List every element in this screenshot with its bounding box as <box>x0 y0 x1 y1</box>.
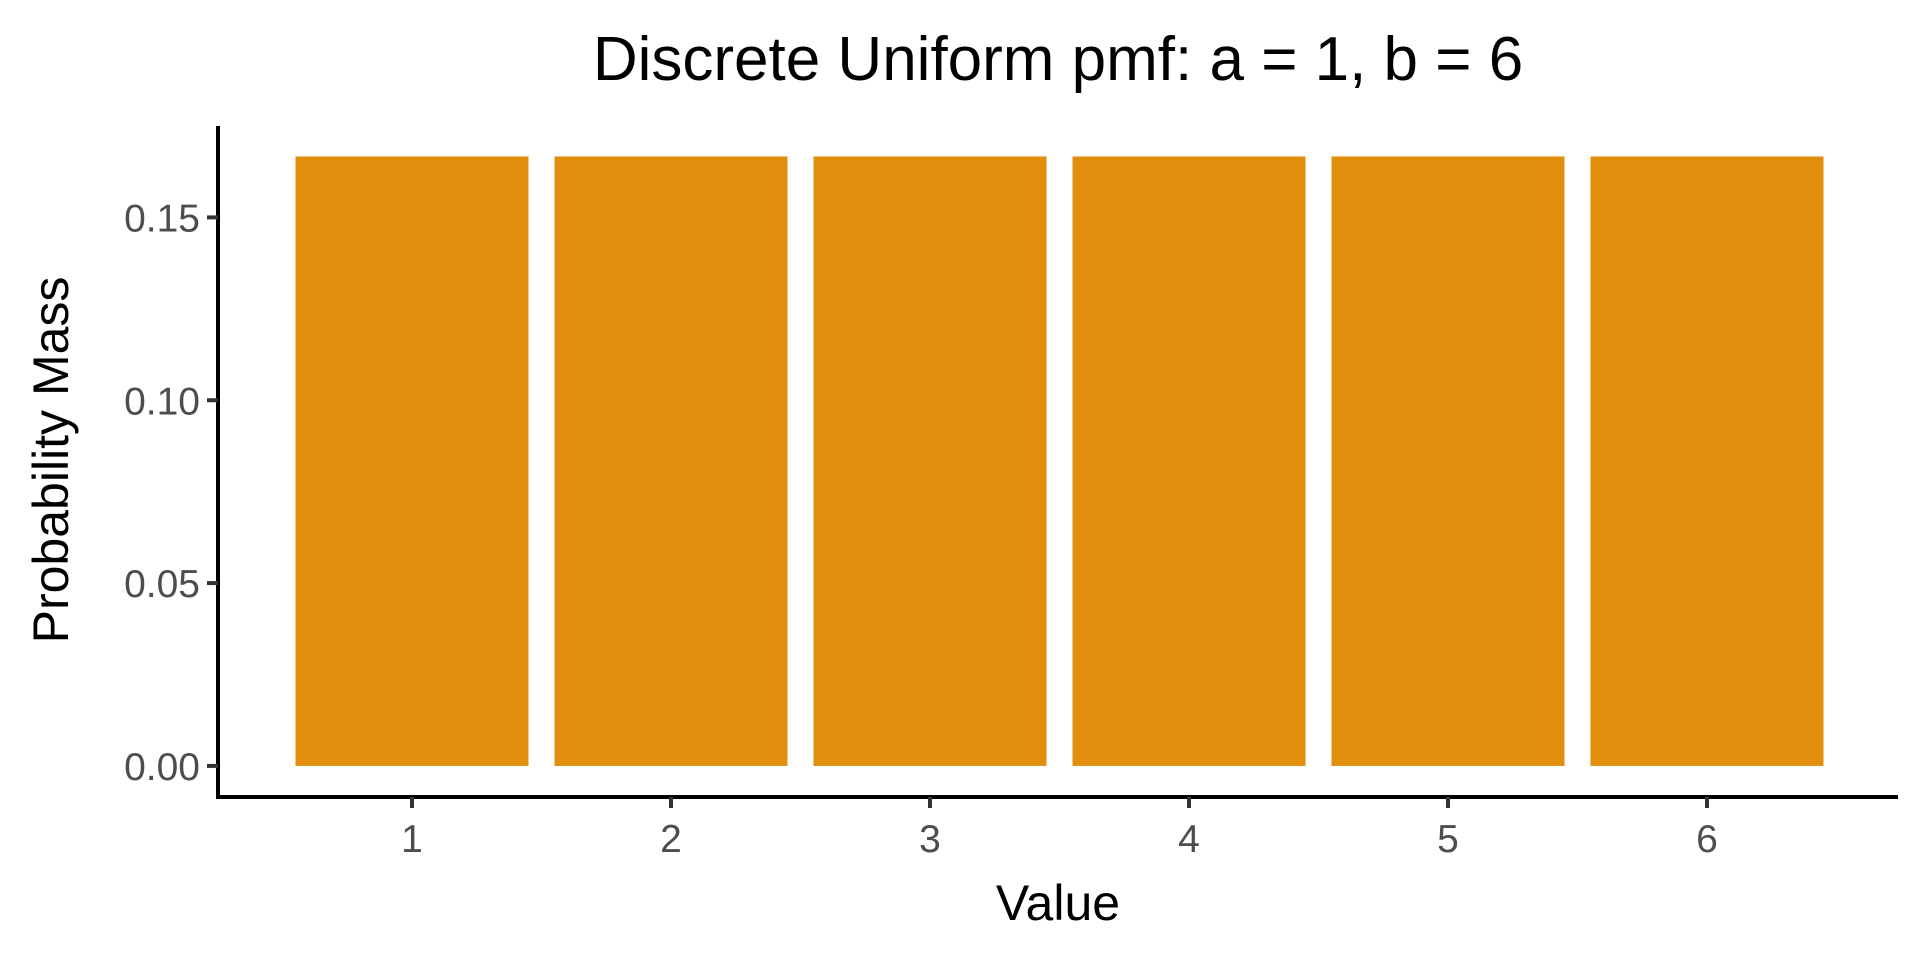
x-tick-label: 2 <box>660 818 682 861</box>
x-tick-label: 5 <box>1437 818 1459 861</box>
x-tick-label: 1 <box>401 818 423 861</box>
bar-6 <box>1590 156 1824 766</box>
x-axis-title: Value <box>996 875 1120 931</box>
y-axis-title: Probability Mass <box>23 277 79 644</box>
axes-layer <box>216 126 1898 799</box>
bar-4 <box>1072 156 1306 766</box>
y-tick-label: 0.10 <box>124 380 200 423</box>
chart-title: Discrete Uniform pmf: a = 1, b = 6 <box>593 25 1523 94</box>
bar-5 <box>1331 156 1565 766</box>
bar-3 <box>813 156 1047 766</box>
x-axis-ticks: 1 2 3 4 5 6 <box>401 797 1718 861</box>
x-tick-label: 3 <box>919 818 941 861</box>
y-tick-label: 0.05 <box>124 563 200 606</box>
bars-layer <box>295 156 1824 766</box>
bar-2 <box>554 156 788 766</box>
y-tick-label: 0.00 <box>124 746 200 789</box>
bar-1 <box>295 156 529 766</box>
y-tick-label: 0.15 <box>124 197 200 240</box>
y-axis-ticks: 0.00 0.05 0.10 0.15 <box>124 197 218 789</box>
x-tick-label: 6 <box>1696 818 1718 861</box>
x-tick-label: 4 <box>1178 818 1200 861</box>
